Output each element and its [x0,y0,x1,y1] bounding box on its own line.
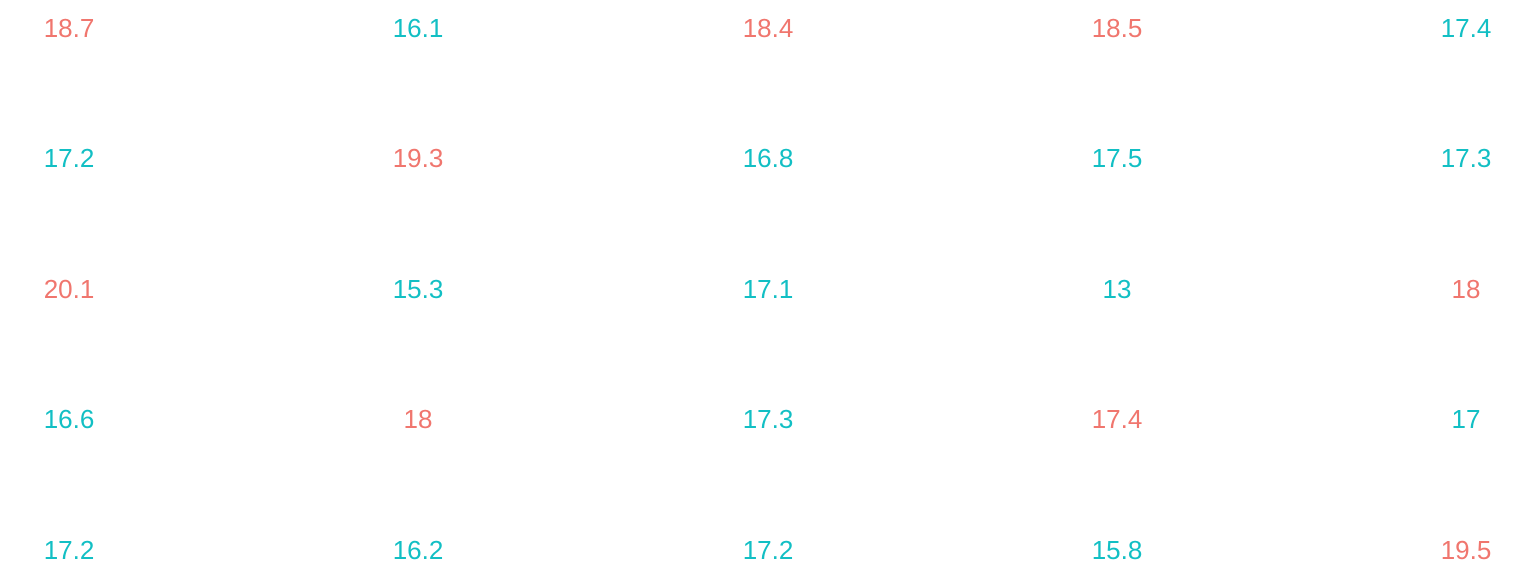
cell-value-label: 20.1 [44,274,95,304]
cell-value-label: 17.3 [1441,143,1492,173]
cell-value-label: 13 [1103,274,1132,304]
cell-value-label: 18.4 [743,13,794,43]
cell-value-label: 17.4 [1092,404,1143,434]
cell-value-label: 16.2 [393,535,444,565]
cell-value-label: 17.1 [743,274,794,304]
cell-value-label: 17.2 [44,535,95,565]
cell-value-label: 17.3 [743,404,794,434]
cell-value-label: 16.1 [393,13,444,43]
cell-value-label: 18 [404,404,433,434]
cell-value-label: 17 [1452,404,1481,434]
cell-value-label: 17.4 [1441,13,1492,43]
cell-value-label: 18.7 [44,13,95,43]
cell-value-label: 17.5 [1092,143,1143,173]
cell-value-label: 17.2 [44,143,95,173]
cell-value-label: 16.6 [44,404,95,434]
cell-value-label: 16.8 [743,143,794,173]
cell-labels: 18.7 16.1 18.4 18.5 17.4 17.2 19.3 16.8 17.5 17.3… [44,13,1492,565]
cell-value-label: 17.2 [743,535,794,565]
cell-value-label: 18 [1452,274,1481,304]
cell-value-label: 15.8 [1092,535,1143,565]
cell-value-label: 15.3 [393,274,444,304]
cell-value-label: 19.5 [1441,535,1492,565]
cell-value-label: 19.3 [393,143,444,173]
cell-value-label: 18.5 [1092,13,1143,43]
